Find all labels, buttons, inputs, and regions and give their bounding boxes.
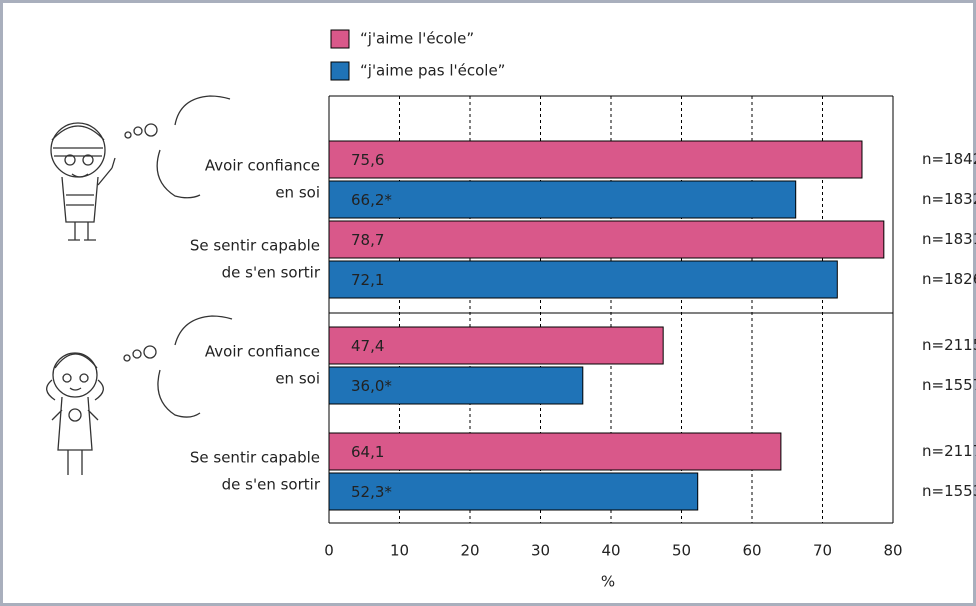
n-label: n=1826 <box>922 270 976 288</box>
n-label: n=1831 <box>922 230 976 248</box>
value-label: 52,3* <box>351 483 392 501</box>
legend-label: “j'aime l'école” <box>360 30 474 48</box>
category-label: Avoir confiance <box>205 157 320 175</box>
value-label: 64,1 <box>351 443 384 461</box>
category-label: Avoir confiance <box>205 343 320 361</box>
x-tick-label: 10 <box>390 542 409 560</box>
category-label: en soi <box>275 184 320 202</box>
bar <box>328 140 863 179</box>
category-label: Se sentir capable <box>190 449 320 467</box>
x-tick-label: 0 <box>324 542 334 560</box>
girl-drawing <box>46 315 233 475</box>
x-tick-label: 70 <box>813 542 832 560</box>
x-axis-label: % <box>601 573 615 591</box>
value-label: 72,1 <box>351 271 384 289</box>
legend-swatch <box>330 61 350 81</box>
category-label: en soi <box>275 370 320 388</box>
x-tick-label: 20 <box>460 542 479 560</box>
value-label: 36,0* <box>351 377 392 395</box>
category-label: de s'en sortir <box>222 264 321 282</box>
bar <box>328 180 797 219</box>
n-label: n=1553 <box>922 482 976 500</box>
x-tick-label: 80 <box>883 542 902 560</box>
bar <box>328 260 838 299</box>
n-label: n=1832 <box>922 190 976 208</box>
value-label: 47,4 <box>351 337 384 355</box>
n-label: n=1557 <box>922 376 976 394</box>
bar <box>328 366 584 405</box>
bar <box>328 432 782 471</box>
legend-label: “j'aime pas l'école” <box>360 62 505 80</box>
boy-drawing <box>50 95 231 241</box>
x-tick-label: 50 <box>672 542 691 560</box>
n-label: n=1842 <box>922 150 976 168</box>
category-label: de s'en sortir <box>222 476 321 494</box>
category-label: Se sentir capable <box>190 237 320 255</box>
value-label: 75,6 <box>351 151 384 169</box>
bar <box>328 326 664 365</box>
x-tick-label: 40 <box>601 542 620 560</box>
value-label: 66,2* <box>351 191 392 209</box>
value-label: 78,7 <box>351 231 384 249</box>
x-tick-label: 30 <box>531 542 550 560</box>
x-tick-label: 60 <box>742 542 761 560</box>
n-label: n=2117 <box>922 442 976 460</box>
bar <box>328 220 885 259</box>
legend-swatch <box>330 29 350 49</box>
bar <box>328 472 699 511</box>
